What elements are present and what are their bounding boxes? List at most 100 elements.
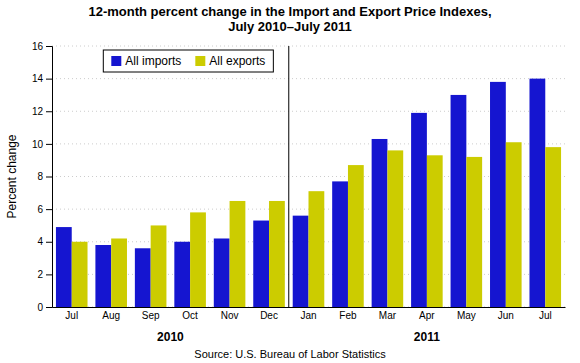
tick-label: Dec	[260, 310, 278, 321]
bars	[56, 79, 561, 307]
annotation: 2011	[414, 330, 440, 344]
annotation: 2010	[157, 330, 184, 344]
tick-label: Apr	[419, 310, 435, 321]
bar	[451, 95, 467, 307]
grid-line	[52, 176, 565, 177]
tick-label: Jul	[65, 310, 78, 321]
axis-line	[53, 307, 566, 308]
bar	[529, 79, 545, 307]
legend: All imports All exports	[103, 50, 273, 72]
legend-entry: All exports	[209, 54, 265, 68]
tick-label: Jul	[539, 310, 552, 321]
bar	[95, 245, 111, 307]
legend-entry: All imports	[125, 54, 181, 68]
tick: Nov	[221, 307, 239, 321]
tick-label: Jan	[300, 310, 316, 321]
tick-label: 4	[37, 236, 43, 247]
tick-mark	[46, 79, 52, 80]
grid-line	[52, 46, 565, 47]
tick-mark	[46, 307, 52, 308]
grid-line	[52, 78, 565, 79]
tick-mark	[46, 177, 52, 178]
title: 12-month percent change in the Import an…	[88, 4, 491, 34]
bar	[56, 227, 72, 307]
tick-label: May	[457, 310, 476, 321]
tick: Jun	[498, 307, 514, 321]
tick-mark	[46, 274, 52, 275]
tick-label: Aug	[102, 310, 120, 321]
grid	[52, 46, 565, 307]
axis-line	[46, 47, 53, 308]
y-label: Percent change	[5, 134, 19, 218]
bar	[190, 212, 206, 307]
source: Source: U.S. Bureau of Labor Statistics	[194, 348, 386, 360]
bar	[174, 242, 190, 307]
legend-swatch	[111, 56, 121, 66]
tick: Mar	[379, 307, 397, 321]
tick-mark	[46, 209, 52, 210]
series	[72, 142, 561, 307]
bar	[348, 165, 364, 307]
bar	[411, 113, 427, 307]
tick-label: 6	[37, 204, 43, 215]
tick: 16	[32, 41, 52, 52]
bar	[293, 216, 309, 307]
bar	[111, 238, 127, 307]
legend-swatch	[195, 56, 205, 66]
tick-label: 2	[37, 269, 43, 280]
tick-label: 8	[37, 171, 43, 182]
tick: Jan	[300, 307, 316, 321]
bar	[387, 150, 403, 307]
tick-label: Nov	[221, 310, 239, 321]
tick: 10	[32, 139, 52, 150]
title-line: July 2010–July 2011	[228, 19, 352, 34]
bar	[72, 242, 88, 307]
title-line: 12-month percent change in the Import an…	[88, 4, 491, 19]
tick: Feb	[339, 307, 357, 321]
tick-label: 16	[32, 41, 44, 52]
tick: 8	[37, 171, 52, 182]
tick: Jul	[539, 307, 552, 321]
tick-label: Feb	[339, 310, 357, 321]
series	[56, 79, 545, 307]
tick: Aug	[102, 307, 120, 321]
grid-line	[52, 111, 565, 112]
tick-label: Mar	[379, 310, 397, 321]
tick-label: 10	[32, 139, 44, 150]
bar	[506, 142, 522, 307]
tick-mark	[46, 46, 52, 47]
bar	[372, 139, 388, 307]
tick: Sep	[142, 307, 160, 321]
bar	[253, 221, 269, 307]
bar	[214, 238, 230, 307]
tick: 12	[32, 106, 52, 117]
tick: May	[457, 307, 476, 321]
tick-label: 12	[32, 106, 44, 117]
y-axis: 0 2 4 6 8 10 12 14 16	[32, 41, 53, 313]
legend-frame	[103, 50, 273, 72]
bar	[490, 82, 506, 307]
tick-label: 0	[37, 302, 43, 313]
tick: Jul	[65, 307, 78, 321]
tick: 6	[37, 204, 52, 215]
bar	[545, 147, 561, 307]
tick-label: Oct	[182, 310, 198, 321]
chart: 12-month percent change in the Import an…	[0, 0, 580, 363]
tick: 14	[32, 73, 52, 84]
bar	[332, 181, 348, 307]
tick-mark	[46, 144, 52, 145]
x-axis: Jul Aug Sep Oct Nov Dec Jan Feb Mar Apr May Jun Jul	[53, 307, 566, 321]
bar	[427, 155, 443, 307]
plot: 0 2 4 6 8 10 12 14 16 Jul Aug Sep Oct Nov Dec Jan Feb Mar…	[5, 41, 566, 344]
tick: 4	[37, 236, 52, 247]
tick-label: 14	[32, 73, 44, 84]
bar	[309, 191, 325, 307]
tick-mark	[46, 242, 52, 243]
tick-mark	[46, 111, 52, 112]
tick: 2	[37, 269, 52, 280]
bar	[269, 201, 285, 307]
grid-line	[52, 143, 565, 144]
tick: Oct	[182, 307, 198, 321]
tick: Dec	[260, 307, 278, 321]
tick-label: Sep	[142, 310, 160, 321]
